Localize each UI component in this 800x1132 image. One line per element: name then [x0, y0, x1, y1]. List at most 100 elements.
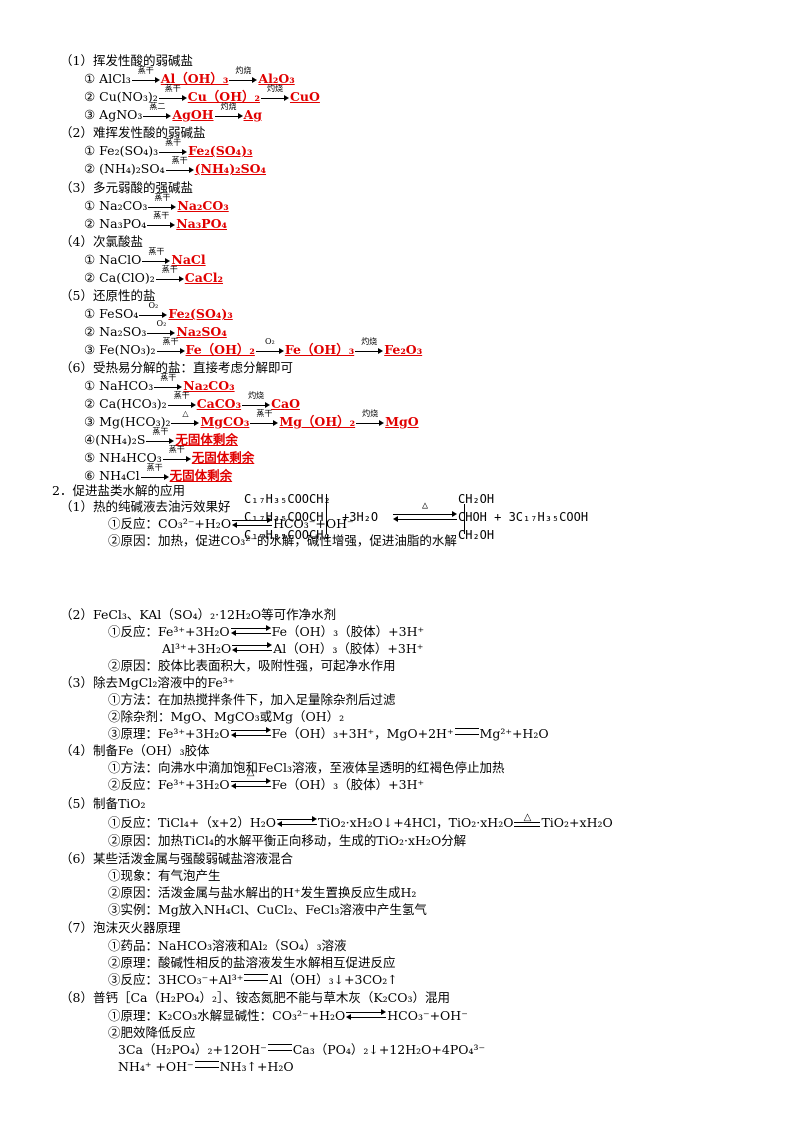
reactant: ① AlCl₃ — [84, 71, 131, 86]
answer: Na₂SO₄ — [176, 324, 227, 339]
equals-sign — [454, 728, 479, 735]
ester-line-2: C₁₇H₃₅COOCH — [244, 510, 324, 524]
reason-colloid: ②原因：胶体比表面积大，吸附性强，可起净水作用 — [108, 658, 396, 673]
answer: 无固体剩余 — [169, 468, 233, 483]
reaction-arrow: O₂ — [255, 338, 284, 355]
heading-water-purifier: （2）FeCl₃、KAl（SO₄）₂·12H₂O等可作净水剂 — [60, 607, 337, 622]
reaction-feso4: ① FeSO₄ O₂ Fe₂(SO₄)₃ — [0, 302, 233, 322]
reaction-alcl3: ① AlCl₃ 蒸干 Al（OH）₃ 灼烧 Al₂O₃ — [0, 67, 295, 87]
reaction-arrow: 蒸干 — [167, 392, 196, 409]
equation-foam: ③反应：3HCO₃⁻+Al³⁺ Al（OH）₃↓+3CO₂↑ — [108, 972, 398, 987]
reaction-arrow: 灼烧 — [214, 103, 243, 120]
reactant: ② Na₃PO₄ — [84, 216, 147, 231]
reaction-arrow: 蒸二 — [143, 103, 172, 120]
answer: CaCl₂ — [184, 270, 224, 285]
answer: MgO — [385, 414, 419, 429]
heading-fertilizer: （8）普钙［Ca（H₂PO₄）₂］、铵态氮肥不能与草木灰（K₂CO₃）混用 — [60, 990, 450, 1005]
ester-line-3: C₁₇H₃₅COOCH₂ — [244, 528, 331, 542]
impurity-removers: ②除杂剂：MgO、MgCO₃或Mg（OH）₂ — [108, 709, 345, 724]
method-colloid: ①方法：向沸水中滴加饱和FeCl₃溶液，至液体呈透明的红褐色停止加热 — [108, 760, 505, 775]
answer: CuO — [289, 89, 320, 104]
answer: AgOH — [172, 107, 214, 122]
reaction-caclo2: ② Ca(ClO)₂ 蒸干 CaCl₂ — [0, 266, 224, 286]
reaction-nh4hco3: ⑤ NH₄HCO₃ 蒸干 无固体剩余 — [0, 446, 255, 466]
reactant: ② (NH₄)₂SO₄ — [84, 161, 165, 176]
efficiency-loss: ②肥效降低反应 — [108, 1025, 196, 1040]
heading-remove-fe3: （3）除去MgCl₂溶液中的Fe³⁺ — [60, 675, 235, 690]
reactant: ② Ca(ClO)₂ — [84, 270, 155, 285]
heading-reducing-salt: （5）还原性的盐 — [60, 288, 156, 303]
reactant: ⑥ NH₄Cl — [84, 468, 140, 483]
reaction-nh42so4: ② (NH₄)₂SO₄ 蒸干 (NH₄)₂SO₄ — [0, 157, 266, 177]
reactant: ① FeSO₄ — [84, 306, 139, 321]
reactant: ① Fe₂(SO₄)₃ — [84, 143, 159, 158]
reason-heating: ②原因：加热，促进CO₃²⁻的水解，碱性增强，促进油脂的水解 — [108, 533, 457, 548]
glycerol-line-2: CHOH + 3C₁₇H₃₅COOH — [458, 510, 589, 524]
reaction-arrow: △ — [171, 410, 200, 427]
reaction-arrow: 灼烧 — [242, 392, 271, 409]
reactant: ② Cu(NO₃)₂ — [84, 89, 158, 104]
reaction-arrow: 蒸干 — [142, 248, 171, 265]
reversible-arrow — [346, 1008, 387, 1021]
heading-prepare-colloid: （4）制备Fe（OH）₃胶体 — [60, 743, 210, 758]
ester-hydrolysis-equation: C₁₇H₃₅COOCH₂ C₁₇H₃₅COOCH C₁₇H₃₅COOCH₂ +3… — [236, 492, 636, 548]
equals-sign — [244, 974, 269, 981]
equation-carbonate-hydrolysis: ①反应：CO₃²⁻+H₂O HCO₃⁻+OH⁻ — [108, 516, 354, 531]
reaction-arrow: 灼烧 — [229, 67, 258, 84]
reaction-arrow: O₂ — [139, 302, 168, 319]
answer: Mg（OH）₂ — [279, 414, 356, 429]
reversible-arrow — [230, 726, 271, 739]
glycerol-line-1: CH₂OH — [458, 492, 495, 506]
principle-k2co3: ①原理：K₂CO₃水解显碱性：CO₃²⁻+H₂O HCO₃⁻+OH⁻ — [108, 1008, 468, 1023]
phenomenon-bubbles: ①现象：有气泡产生 — [108, 868, 221, 883]
answer: Na₂CO₃ — [183, 378, 235, 393]
reaction-arrow: O₂ — [147, 320, 176, 337]
heading-promote-hydrolysis: 2．促进盐类水解的应用 — [52, 483, 185, 498]
equation-fe-hydrolysis: ①反应：Fe³⁺+3H₂O Fe（OH）₃（胶体）+3H⁺ — [108, 624, 425, 639]
reversible-arrow — [232, 516, 273, 529]
reversible-arrow — [232, 641, 273, 654]
answer: Na₂CO₃ — [177, 198, 229, 213]
reaction-arrow: 蒸干 — [158, 85, 187, 102]
reaction-nh4cl: ⑥ NH₄Cl 蒸干 无固体剩余 — [0, 464, 233, 484]
heading-volatile-acid-salt: （1）挥发性酸的弱碱盐 — [60, 53, 193, 68]
heading-polyprotic-weak-acid-salt: （3）多元弱酸的强碱盐 — [60, 180, 193, 195]
reactant: ② Na₂SO₃ — [84, 324, 147, 339]
reaction-arrow: 灼烧 — [355, 338, 384, 355]
example-mg: ③实例：Mg放入NH₄Cl、CuCl₂、FeCl₃溶液中产生氢气 — [108, 902, 427, 917]
answer: MgCO₃ — [200, 414, 250, 429]
reaction-cuno3: ② Cu(NO₃)₂ 蒸干 Cu（OH）₂ 灼烧 CuO — [0, 85, 320, 105]
reaction-arrow: 灼烧 — [356, 410, 385, 427]
glycerol-line-3: CH₂OH — [458, 528, 495, 542]
reaction-arrow: 蒸干 — [156, 338, 185, 355]
reaction-na2co3: ① Na₂CO₃ 蒸干 Na₂CO₃ — [0, 194, 229, 214]
reactant: ④(NH₄)₂S — [84, 432, 146, 447]
reaction-feno32: ③ Fe(NO₃)₂ 蒸干 Fe（OH）₂ O₂ Fe（OH）₃ 灼烧 Fe₂O₃ — [0, 338, 422, 358]
reaction-arrow: 蒸干 — [131, 67, 160, 84]
reaction-na2so3: ② Na₂SO₃ O₂ Na₂SO₄ — [0, 320, 227, 340]
answer: 无固体剩余 — [191, 450, 255, 465]
principle-double-hydrolysis: ②原理：酸碱性相反的盐溶液发生水解相互促进反应 — [108, 955, 396, 970]
reactant: ③ Fe(NO₃)₂ — [84, 342, 156, 357]
reactant: ① Na₂CO₃ — [84, 198, 148, 213]
principle-remove-fe3: ③原理：Fe³⁺+3H₂O Fe（OH）₃+3H⁺，MgO+2H⁺ Mg²⁺+H₂O — [108, 726, 549, 741]
reaction-arrow: 蒸干 — [162, 446, 191, 463]
heading-thermally-unstable-salt: （6）受热易分解的盐：直接考虑分解即可 — [60, 360, 293, 375]
reversible-arrow-heat: △ — [230, 768, 271, 790]
reason-tio2: ②原因：加热TiCl₄的水解平衡正向移动，生成的TiO₂·xH₂O分解 — [108, 833, 467, 848]
answer: NaCl — [171, 252, 206, 267]
reaction-nahco3: ① NaHCO₃ 蒸干 Na₂CO₃ — [0, 374, 235, 394]
reaction-arrow: 蒸干 — [159, 139, 188, 156]
reactant: ① NaClO — [84, 252, 142, 267]
reaction-agno3: ③ AgNO₃ 蒸二 AgOH 灼烧 Ag — [0, 103, 262, 123]
equals-sign — [194, 1061, 219, 1068]
heading-active-metal: （6）某些活泼金属与强酸弱碱盐溶液混合 — [60, 851, 293, 866]
reversible-arrow — [230, 624, 271, 637]
answer: CaCO₃ — [196, 396, 242, 411]
equals-sign-heat: △ — [514, 812, 541, 827]
reaction-naclo: ① NaClO 蒸干 NaCl — [0, 248, 206, 268]
equation-colloid: ②反应：Fe³⁺+3H₂O △ Fe（OH）₃（胶体）+3H⁺ — [108, 767, 425, 793]
answer: Al₂O₃ — [258, 71, 295, 86]
answer: 无固体剩余 — [175, 432, 238, 447]
answer: CaO — [271, 396, 300, 411]
